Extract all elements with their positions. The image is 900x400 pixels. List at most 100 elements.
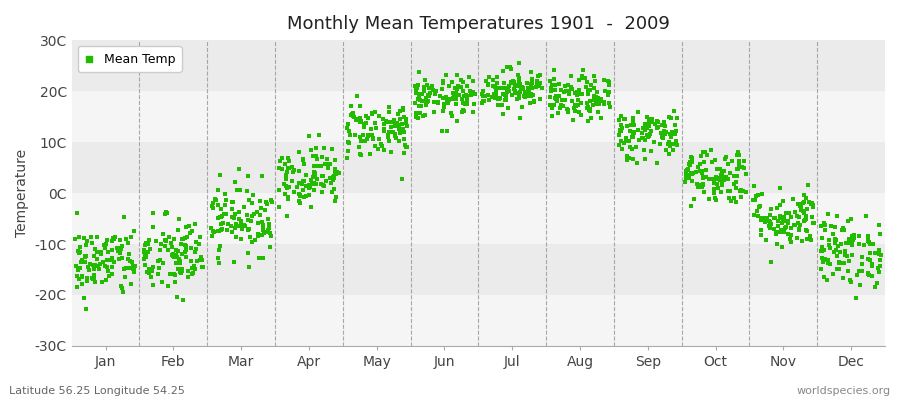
Point bbox=[493, 84, 508, 91]
Point bbox=[316, 182, 330, 188]
Point bbox=[377, 120, 392, 127]
Point bbox=[88, 246, 103, 252]
Point bbox=[237, 222, 251, 228]
Point bbox=[366, 136, 381, 142]
Point bbox=[253, 198, 267, 204]
Point bbox=[591, 98, 606, 104]
Point bbox=[363, 150, 377, 157]
Point bbox=[273, 204, 287, 210]
Point bbox=[450, 86, 464, 92]
Point bbox=[636, 147, 651, 153]
Point bbox=[141, 237, 156, 243]
Point bbox=[101, 268, 115, 274]
Point bbox=[754, 191, 769, 197]
Point bbox=[292, 200, 307, 206]
Point bbox=[112, 237, 127, 243]
Point bbox=[500, 85, 515, 91]
Point bbox=[693, 153, 707, 160]
Point bbox=[489, 88, 503, 94]
Point bbox=[751, 212, 765, 219]
Point bbox=[568, 108, 582, 114]
Point bbox=[344, 112, 358, 118]
Point bbox=[125, 258, 140, 265]
Point bbox=[235, 224, 249, 230]
Point bbox=[392, 124, 407, 130]
Point bbox=[369, 125, 383, 131]
Point bbox=[194, 264, 209, 270]
Legend: Mean Temp: Mean Temp bbox=[78, 46, 182, 72]
Point bbox=[709, 197, 724, 203]
Point bbox=[320, 161, 334, 168]
Point bbox=[382, 104, 396, 111]
Point bbox=[832, 266, 846, 272]
Point bbox=[158, 237, 173, 243]
Point bbox=[802, 199, 816, 206]
Point bbox=[414, 102, 428, 109]
Point bbox=[185, 270, 200, 277]
Point bbox=[340, 147, 355, 154]
Point bbox=[487, 91, 501, 97]
Point bbox=[328, 198, 342, 204]
Point bbox=[788, 222, 802, 228]
Point bbox=[196, 264, 211, 270]
Point bbox=[384, 124, 399, 130]
Point bbox=[387, 119, 401, 126]
Point bbox=[328, 167, 343, 174]
Point bbox=[159, 238, 174, 244]
Point bbox=[511, 75, 526, 81]
Point bbox=[397, 129, 411, 136]
Point bbox=[488, 83, 502, 90]
Point bbox=[238, 223, 252, 229]
Point bbox=[594, 95, 608, 102]
Point bbox=[386, 118, 400, 125]
Point bbox=[100, 264, 114, 270]
Point bbox=[510, 82, 525, 89]
Point bbox=[842, 258, 857, 264]
Point bbox=[115, 243, 130, 250]
Point bbox=[168, 272, 183, 278]
Point bbox=[482, 97, 497, 103]
Point bbox=[869, 280, 884, 286]
Point bbox=[511, 91, 526, 98]
Point bbox=[410, 84, 424, 91]
Point bbox=[816, 259, 831, 266]
Point bbox=[245, 239, 259, 245]
Point bbox=[239, 212, 254, 218]
Point bbox=[79, 242, 94, 248]
Point bbox=[502, 87, 517, 94]
Point bbox=[582, 98, 597, 104]
Point bbox=[361, 115, 375, 121]
Point bbox=[804, 201, 818, 207]
Point bbox=[590, 98, 604, 104]
Point bbox=[558, 82, 572, 89]
Point bbox=[716, 176, 731, 183]
Point bbox=[588, 73, 602, 80]
Point bbox=[411, 93, 426, 99]
Point bbox=[691, 164, 706, 171]
Point bbox=[792, 201, 806, 207]
Point bbox=[168, 260, 183, 266]
Point bbox=[207, 229, 221, 236]
Point bbox=[256, 230, 271, 236]
Point bbox=[517, 92, 531, 99]
Point bbox=[505, 92, 519, 98]
Point bbox=[837, 226, 851, 233]
Point bbox=[814, 223, 828, 230]
Point bbox=[157, 231, 171, 238]
Point bbox=[276, 181, 291, 187]
Point bbox=[642, 123, 656, 129]
Point bbox=[309, 145, 323, 152]
Point bbox=[72, 264, 86, 271]
Point bbox=[143, 245, 157, 252]
Point bbox=[669, 138, 683, 144]
Point bbox=[822, 242, 836, 248]
Point bbox=[565, 116, 580, 123]
Point bbox=[513, 89, 527, 95]
Point bbox=[107, 236, 122, 242]
Point bbox=[382, 118, 396, 125]
Point bbox=[304, 180, 319, 187]
Point bbox=[440, 98, 454, 104]
Point bbox=[382, 109, 396, 115]
Point bbox=[437, 104, 452, 110]
Point bbox=[794, 203, 808, 210]
